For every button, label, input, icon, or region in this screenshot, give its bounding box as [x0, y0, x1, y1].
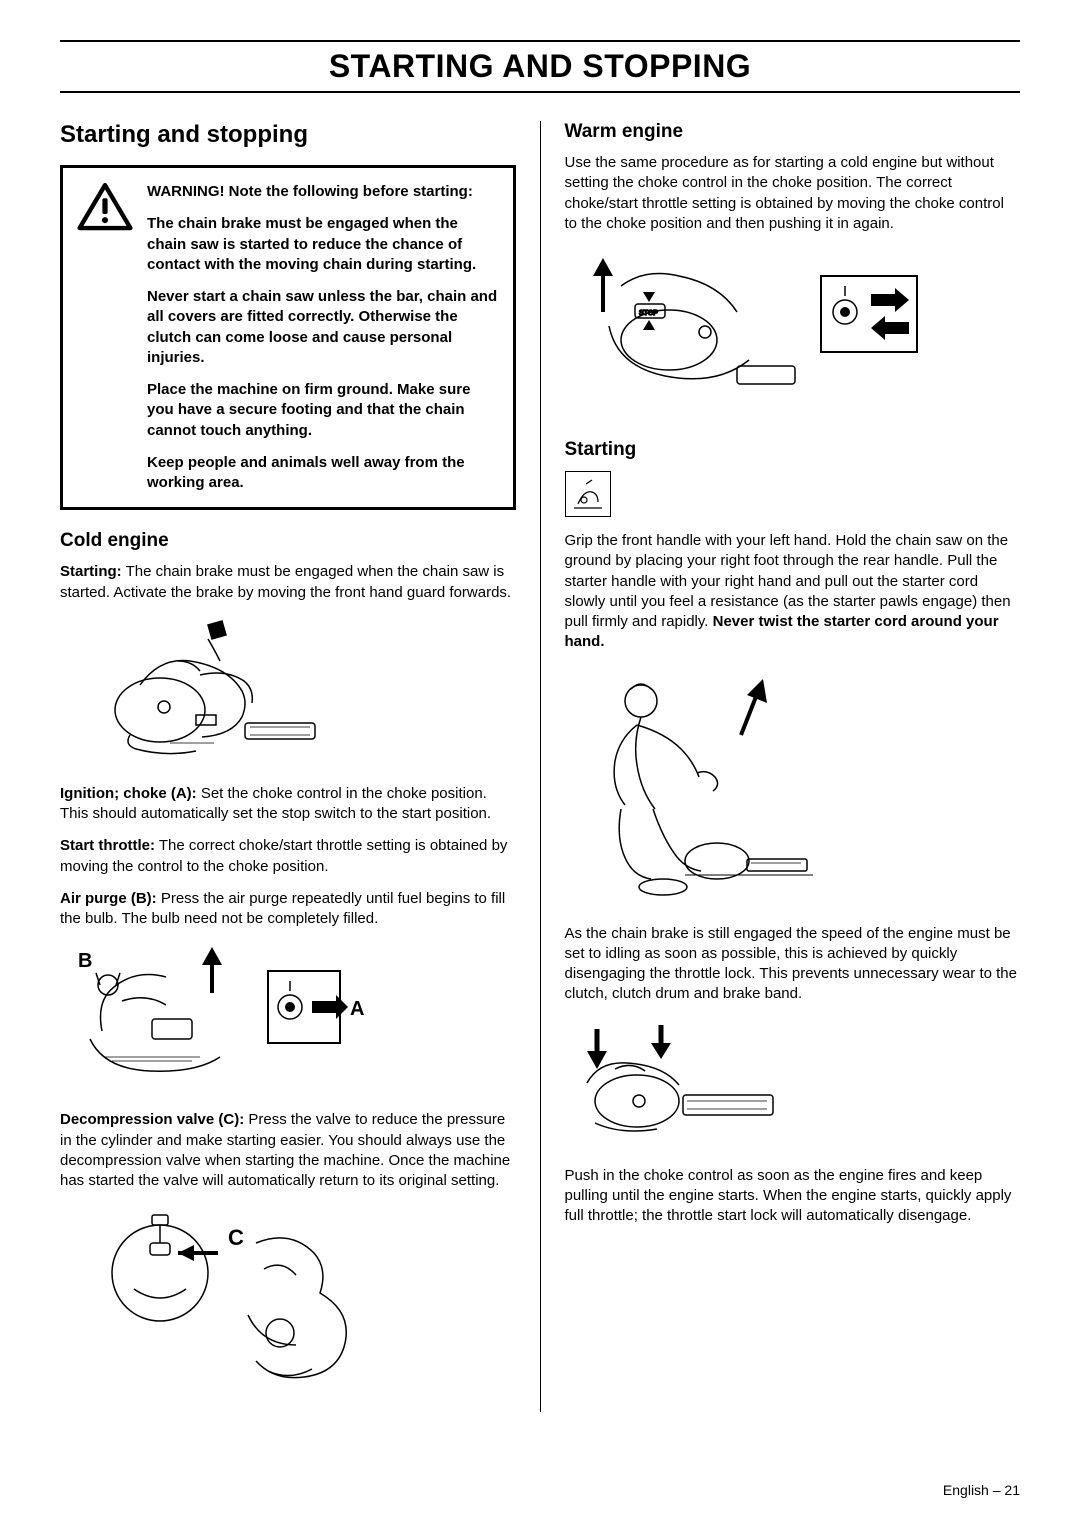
- right-column: Warm engine Use the same procedure as fo…: [565, 121, 1021, 1412]
- start-throttle-lead: Start throttle:: [60, 837, 155, 854]
- column-divider: [540, 121, 541, 1412]
- warning-p3: Place the machine on firm ground. Make s…: [147, 380, 499, 441]
- chainsaw-brake-figure: [100, 615, 516, 770]
- warning-p2: Never start a chain saw unless the bar, …: [147, 287, 499, 368]
- page-footer: English – 21: [943, 1482, 1020, 1498]
- footer-lang: English: [943, 1482, 989, 1498]
- starting-heading: Starting: [565, 439, 1021, 461]
- warning-p1: The chain brake must be engaged when the…: [147, 214, 499, 275]
- person-starting-figure: [565, 665, 1021, 910]
- starting-thumbnail-icon: [565, 471, 611, 517]
- label-b: B: [78, 950, 92, 972]
- warning-text-block: WARNING! Note the following before start…: [147, 182, 499, 493]
- grip-paragraph: Grip the front handle with your left han…: [565, 531, 1021, 653]
- warning-lead: WARNING! Note the following before start…: [147, 182, 499, 202]
- air-purge-paragraph: Air purge (B): Press the air purge repea…: [60, 889, 516, 930]
- footer-sep: –: [989, 1482, 1005, 1498]
- footer-page: 21: [1004, 1482, 1020, 1498]
- cold-engine-heading: Cold engine: [60, 530, 516, 552]
- label-c: C: [228, 1225, 244, 1250]
- ignition-lead: Ignition; choke (A):: [60, 785, 197, 802]
- warning-box: WARNING! Note the following before start…: [60, 165, 516, 510]
- start-throttle-paragraph: Start throttle: The correct choke/start …: [60, 836, 516, 877]
- warm-engine-heading: Warm engine: [565, 121, 1021, 143]
- left-column: Starting and stopping WARNING! Note the …: [60, 121, 516, 1412]
- svg-text:STOP: STOP: [639, 310, 658, 317]
- air-purge-lead: Air purge (B):: [60, 890, 157, 907]
- starting-paragraph: Starting: The chain brake must be engage…: [60, 562, 516, 603]
- ignition-paragraph: Ignition; choke (A): Set the choke contr…: [60, 784, 516, 825]
- warning-triangle-icon: [77, 182, 133, 493]
- starting-text: The chain brake must be engaged when the…: [60, 563, 511, 600]
- throttle-disengage-figure: [565, 1017, 1021, 1152]
- warm-engine-figure: STOP: [565, 246, 1021, 421]
- decomp-lead: Decompression valve (C):: [60, 1111, 244, 1128]
- idle-paragraph: As the chain brake is still engaged the …: [565, 924, 1021, 1005]
- starting-lead: Starting:: [60, 563, 122, 580]
- page-title: STARTING AND STOPPING: [60, 40, 1020, 93]
- section-heading-starting-stopping: Starting and stopping: [60, 121, 516, 149]
- decompression-valve-figure: C: [100, 1203, 516, 1398]
- choke-airpurge-figure: B A: [60, 941, 516, 1096]
- warm-engine-text: Use the same procedure as for starting a…: [565, 153, 1021, 234]
- label-a: A: [350, 998, 364, 1020]
- push-paragraph: Push in the choke control as soon as the…: [565, 1166, 1021, 1227]
- two-column-layout: Starting and stopping WARNING! Note the …: [60, 121, 1020, 1412]
- warning-p4: Keep people and animals well away from t…: [147, 453, 499, 494]
- decomp-paragraph: Decompression valve (C): Press the valve…: [60, 1110, 516, 1191]
